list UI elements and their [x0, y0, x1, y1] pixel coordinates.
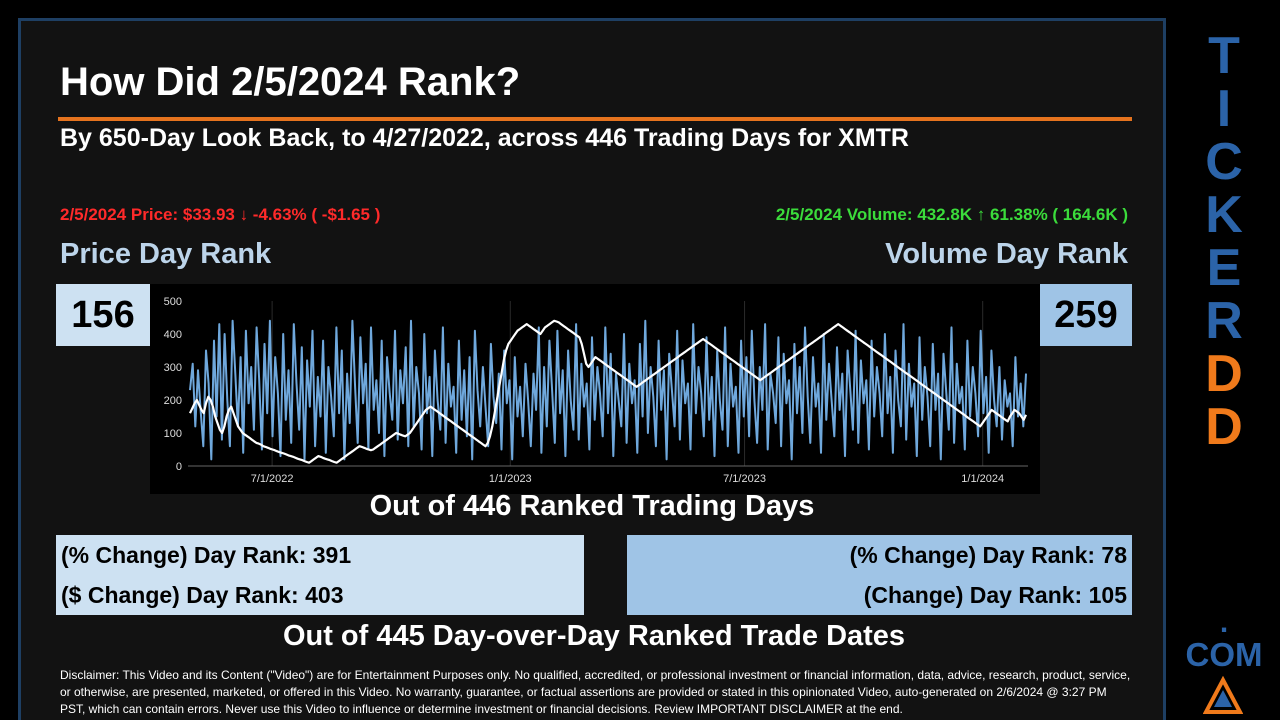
rank-chart: 0 100 200 300 400 500 7/1/2022 1/1/2023 7/1/2023…: [150, 284, 1040, 494]
rank-chart-svg: 0 100 200 300 400 500 7/1/2022 1/1/2023 7/1/2023…: [164, 296, 1028, 485]
volume-summary: 2/5/2024 Volume: 432.8K ↑ 61.38% ( 164.6…: [775, 205, 1128, 224]
chart-series: [189, 319, 1027, 464]
change-volume-rank: (Change) Day Rank: 105: [627, 575, 1132, 615]
pct-change-volume-rank: (% Change) Day Rank: 78: [627, 535, 1132, 575]
volume-rank-label: Volume Day Rank: [885, 238, 1128, 270]
y-tick-label: 200: [164, 395, 182, 407]
brand-letter: K: [1205, 186, 1243, 244]
price-rank-series-line: [189, 319, 1027, 464]
page-title: How Did 2/5/2024 Rank?: [60, 60, 521, 104]
brand-letter: I: [1216, 80, 1232, 138]
x-tick-label: 1/1/2024: [961, 473, 1004, 485]
y-tick-label: 100: [164, 428, 182, 440]
y-tick-label: 0: [176, 461, 182, 473]
brand-letter: D: [1205, 345, 1243, 403]
brand-letter: T: [1208, 27, 1240, 85]
brand-letter: D: [1205, 398, 1243, 456]
volume-rank-series-line: [189, 319, 1027, 461]
page-subtitle: By 650-Day Look Back, to 4/27/2022, acro…: [60, 124, 909, 152]
dod-caption: Out of 445 Day-over-Day Ranked Trade Dat…: [282, 620, 906, 652]
x-tick-label: 7/1/2022: [251, 473, 294, 485]
brand-letter: C: [1205, 133, 1243, 191]
y-tick-label: 400: [164, 329, 182, 341]
y-tick-label: 300: [164, 362, 182, 374]
brand-letter: E: [1206, 239, 1242, 297]
title-divider: [58, 117, 1132, 121]
pct-change-price-rank: (% Change) Day Rank: 391: [56, 535, 584, 575]
price-rank-label: Price Day Rank: [60, 238, 272, 270]
brand-letter: R: [1205, 292, 1243, 350]
chart-axes: 0 100 200 300 400 500 7/1/2022 1/1/2023 7/1/2023…: [164, 296, 1028, 485]
x-tick-label: 7/1/2023: [723, 473, 766, 485]
price-summary: 2/5/2024 Price: $33.93 ↓ -4.63% ( -$1.65…: [60, 205, 381, 224]
y-tick-label: 500: [164, 296, 182, 308]
price-rank-value: 156: [56, 284, 150, 346]
volume-rank-value: 259: [1040, 284, 1132, 346]
brand-dot: .: [1219, 606, 1229, 639]
brand-logo-icon: [1203, 676, 1243, 714]
brand-vertical: T I C K E R D D: [1184, 30, 1264, 454]
x-tick-label: 1/1/2023: [489, 473, 532, 485]
ranked-days-caption: Out of 446 Ranked Trading Days: [369, 490, 815, 522]
dollar-change-price-rank: ($ Change) Day Rank: 403: [56, 575, 584, 615]
disclaimer-text: Disclaimer: This Video and its Content (…: [60, 668, 1131, 716]
brand-com: COM: [1185, 636, 1263, 673]
